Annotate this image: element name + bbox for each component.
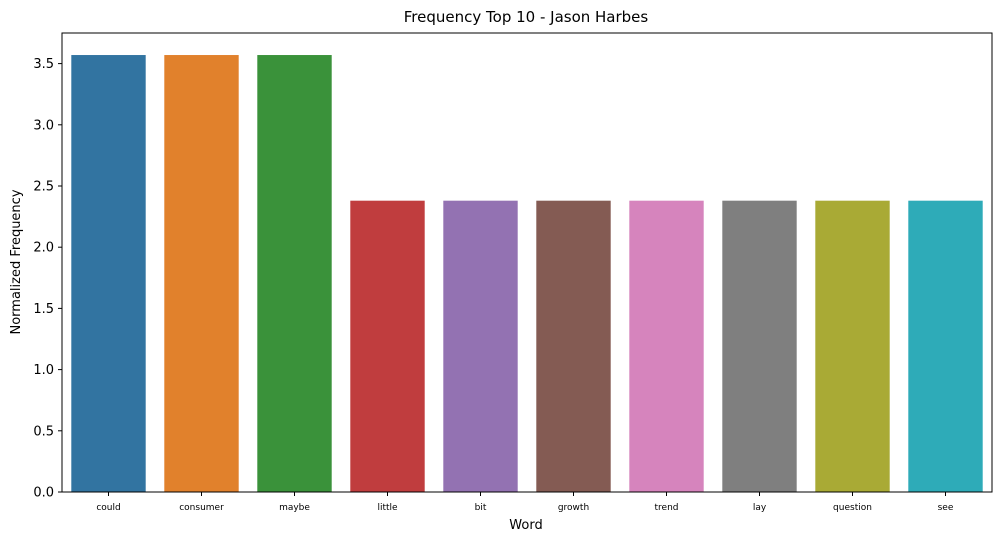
x-tick-label: maybe [279,503,310,513]
plot-frame [61,32,993,493]
x-tick-label: growth [558,503,589,513]
bars [71,55,983,493]
chart-title: Frequency Top 10 - Jason Harbes [404,8,649,26]
y-tick-label: 0.5 [33,424,54,439]
x-axis-ticks: could consumer maybe little bit growth trend la… [96,492,954,513]
bar-little [350,200,425,493]
bar-maybe [257,55,332,492]
bar-question [815,200,890,493]
y-axis-ticks: 0.0 0.5 1.0 1.5 2.0 2.5 3.0 3.5 [33,57,62,501]
x-tick-label: bit [475,503,487,513]
y-tick-label: 3.0 [33,118,54,133]
bar-growth [536,200,611,493]
bar-lay [722,200,797,493]
bar-could [71,55,146,492]
x-tick-label: trend [655,503,679,513]
y-tick-label: 0.0 [33,486,54,501]
bar-see [908,200,983,493]
y-tick-label: 2.0 [33,241,54,256]
bar-bit [443,200,518,493]
x-tick-label: little [377,503,398,513]
y-tick-label: 2.5 [33,180,54,195]
x-tick-label: consumer [179,503,224,513]
bar-trend [629,200,704,493]
y-axis-label: Normalized Frequency [9,189,24,334]
x-tick-label: lay [753,503,767,513]
y-tick-label: 3.5 [33,57,54,72]
x-axis-label: Word [509,518,542,533]
x-tick-label: see [938,503,954,513]
x-tick-label: question [833,503,872,513]
x-tick-label: could [96,503,120,513]
y-tick-label: 1.0 [33,363,54,378]
bar-consumer [164,55,239,492]
y-tick-label: 1.5 [33,302,54,317]
